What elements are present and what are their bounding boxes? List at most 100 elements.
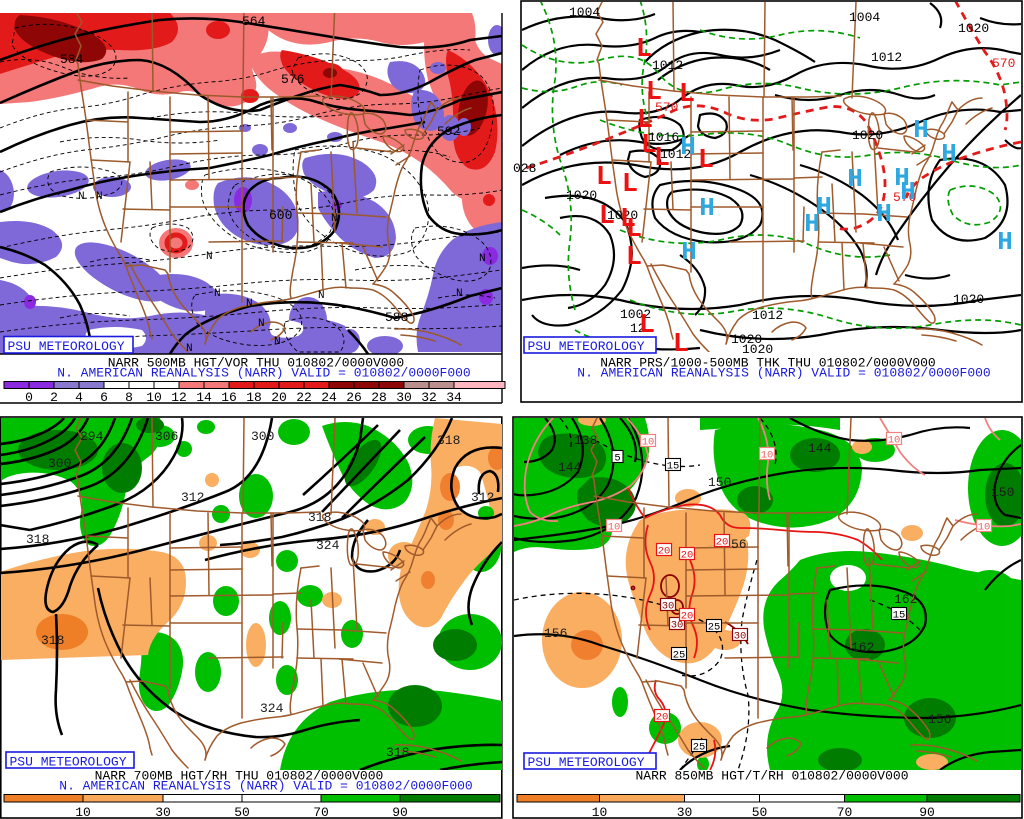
svg-text:PSU METEOROLOGY: PSU METEOROLOGY <box>528 755 645 770</box>
svg-text:25: 25 <box>673 650 686 662</box>
svg-text:30: 30 <box>677 805 693 819</box>
svg-text:0: 0 <box>25 390 33 405</box>
svg-text:10: 10 <box>642 437 655 449</box>
svg-text:10: 10 <box>978 522 991 534</box>
svg-text:6: 6 <box>100 390 108 405</box>
svg-text:1012: 1012 <box>752 308 783 323</box>
svg-text:H: H <box>699 193 715 223</box>
svg-text:PSU METEOROLOGY: PSU METEOROLOGY <box>528 339 645 354</box>
svg-text:150: 150 <box>991 485 1014 500</box>
svg-text:156: 156 <box>928 712 951 727</box>
svg-text:1004: 1004 <box>849 10 880 25</box>
svg-text:N: N <box>331 213 338 225</box>
svg-text:H: H <box>894 163 910 193</box>
svg-text:N. AMERICAN REANALYSIS (NARR): N. AMERICAN REANALYSIS (NARR) VALID = 01… <box>59 779 472 794</box>
svg-text:156: 156 <box>544 626 567 641</box>
svg-text:4: 4 <box>75 390 83 405</box>
svg-text:N. AMERICAN REANALYSIS (NARR): N. AMERICAN REANALYSIS (NARR) VALID = 01… <box>57 366 470 381</box>
svg-text:L: L <box>637 106 653 136</box>
svg-text:N. AMERICAN REANALYSIS (NARR): N. AMERICAN REANALYSIS (NARR) VALID = 01… <box>577 366 990 381</box>
svg-text:318: 318 <box>26 532 49 547</box>
svg-text:70: 70 <box>837 805 853 819</box>
svg-text:30: 30 <box>396 390 412 405</box>
svg-text:L: L <box>654 144 670 174</box>
svg-text:10: 10 <box>888 435 901 447</box>
svg-text:570: 570 <box>893 190 916 205</box>
svg-text:30: 30 <box>734 631 747 643</box>
svg-text:10: 10 <box>592 805 608 819</box>
svg-text:12: 12 <box>630 321 646 336</box>
svg-text:L: L <box>698 146 714 176</box>
svg-text:N: N <box>214 288 221 300</box>
svg-text:30: 30 <box>662 601 675 613</box>
svg-text:8: 8 <box>125 390 133 405</box>
svg-text:PSU METEOROLOGY: PSU METEOROLOGY <box>8 339 125 354</box>
svg-text:H: H <box>680 132 696 162</box>
svg-text:N: N <box>456 288 463 300</box>
svg-text:N: N <box>258 318 265 330</box>
svg-text:70: 70 <box>313 805 329 819</box>
svg-text:H: H <box>804 209 820 239</box>
svg-text:15: 15 <box>667 461 680 473</box>
svg-text:20: 20 <box>716 537 729 549</box>
svg-text:L: L <box>620 205 636 235</box>
svg-text:592: 592 <box>437 124 460 139</box>
svg-text:L: L <box>599 202 615 232</box>
svg-text:L: L <box>596 163 612 193</box>
svg-text:1020: 1020 <box>607 208 638 223</box>
svg-text:318: 318 <box>386 745 409 760</box>
svg-text:50: 50 <box>752 805 768 819</box>
svg-text:294: 294 <box>80 429 104 444</box>
svg-text:L: L <box>646 78 662 108</box>
svg-text:144: 144 <box>558 460 582 475</box>
svg-text:15: 15 <box>893 610 906 622</box>
svg-text:2: 2 <box>50 390 58 405</box>
svg-text:34: 34 <box>446 390 462 405</box>
svg-text:L: L <box>622 170 638 200</box>
svg-text:N: N <box>78 191 85 203</box>
svg-text:NARR 700MB HGT/RH THU 010802/0: NARR 700MB HGT/RH THU 010802/0000V000 <box>95 769 384 784</box>
svg-text:N: N <box>318 290 325 302</box>
svg-text:028: 028 <box>513 161 536 176</box>
svg-text:N: N <box>186 343 193 355</box>
svg-text:25: 25 <box>708 622 721 634</box>
svg-text:NARR 850MB HGT/T/RH 010802/000: NARR 850MB HGT/T/RH 010802/0000V000 <box>635 769 908 784</box>
svg-text:300: 300 <box>48 456 71 471</box>
svg-text:10: 10 <box>146 390 162 405</box>
svg-text:NARR 500MB HGT/VOR THU 010802/: NARR 500MB HGT/VOR THU 010802/0000V000 <box>108 356 404 371</box>
svg-text:H: H <box>997 227 1013 257</box>
svg-text:1004: 1004 <box>569 5 600 20</box>
svg-text:14: 14 <box>196 390 212 405</box>
svg-text:L: L <box>679 80 695 110</box>
svg-text:H: H <box>876 199 892 229</box>
svg-text:150: 150 <box>708 475 731 490</box>
svg-text:1020: 1020 <box>852 128 883 143</box>
svg-text:N: N <box>274 336 281 348</box>
svg-text:324: 324 <box>260 701 284 716</box>
svg-text:20: 20 <box>656 712 669 724</box>
svg-text:PSU METEOROLOGY: PSU METEOROLOGY <box>10 755 127 770</box>
svg-text:28: 28 <box>371 390 387 405</box>
svg-text:18: 18 <box>246 390 262 405</box>
svg-text:162: 162 <box>894 592 917 607</box>
svg-text:318: 318 <box>437 433 460 448</box>
svg-text:10: 10 <box>761 450 774 462</box>
svg-text:10: 10 <box>608 522 621 534</box>
svg-text:50: 50 <box>234 805 250 819</box>
svg-text:26: 26 <box>346 390 362 405</box>
svg-text:1020: 1020 <box>953 292 984 307</box>
svg-text:L: L <box>626 243 642 273</box>
svg-text:576: 576 <box>281 72 304 87</box>
svg-text:144: 144 <box>808 441 832 456</box>
svg-text:H: H <box>816 192 832 222</box>
svg-text:H: H <box>847 164 863 194</box>
svg-text:N: N <box>206 251 213 263</box>
svg-text:H: H <box>941 139 957 169</box>
svg-text:H: H <box>900 177 916 207</box>
svg-text:570: 570 <box>992 56 1015 71</box>
svg-text:30: 30 <box>671 620 684 632</box>
svg-text:L: L <box>639 311 655 341</box>
svg-text:H: H <box>913 115 929 145</box>
svg-text:318: 318 <box>308 510 331 525</box>
svg-text:30: 30 <box>155 805 171 819</box>
